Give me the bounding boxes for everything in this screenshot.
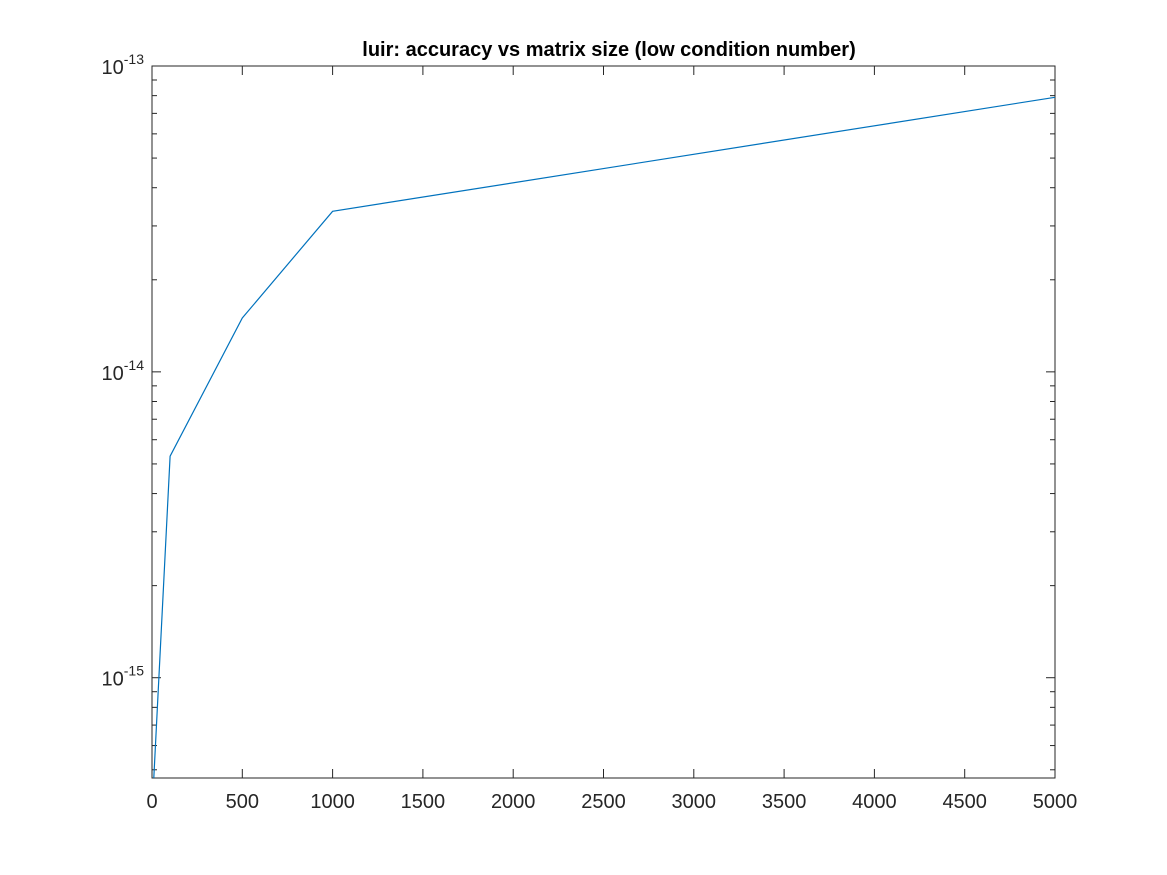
chart-title: luir: accuracy vs matrix size (low condi…: [362, 39, 855, 61]
x-tick-label: 3000: [672, 791, 717, 813]
series-line: [153, 96, 1056, 779]
plot-area: 0 500 1000 1500 2000 2500 3000 3500 4000 4500 5000…: [102, 51, 1078, 813]
x-tick-label: 3500: [762, 791, 807, 813]
x-tick-label: 4500: [942, 791, 987, 813]
x-tick-label: 1000: [310, 791, 355, 813]
y-tick-label: 10-13: [102, 51, 145, 79]
x-tick-label: 1500: [401, 791, 446, 813]
x-tick-label: 4000: [852, 791, 897, 813]
axes-box: [151, 65, 1056, 779]
y-tick-label: 10-15: [102, 663, 145, 691]
x-tick-label: 0: [146, 791, 157, 813]
x-tick-label: 2500: [581, 791, 626, 813]
x-tick-label: 5000: [1033, 791, 1078, 813]
y-tick-label: 10-14: [102, 357, 145, 385]
x-tick-label: 500: [226, 791, 259, 813]
x-tick-label: 2000: [491, 791, 536, 813]
